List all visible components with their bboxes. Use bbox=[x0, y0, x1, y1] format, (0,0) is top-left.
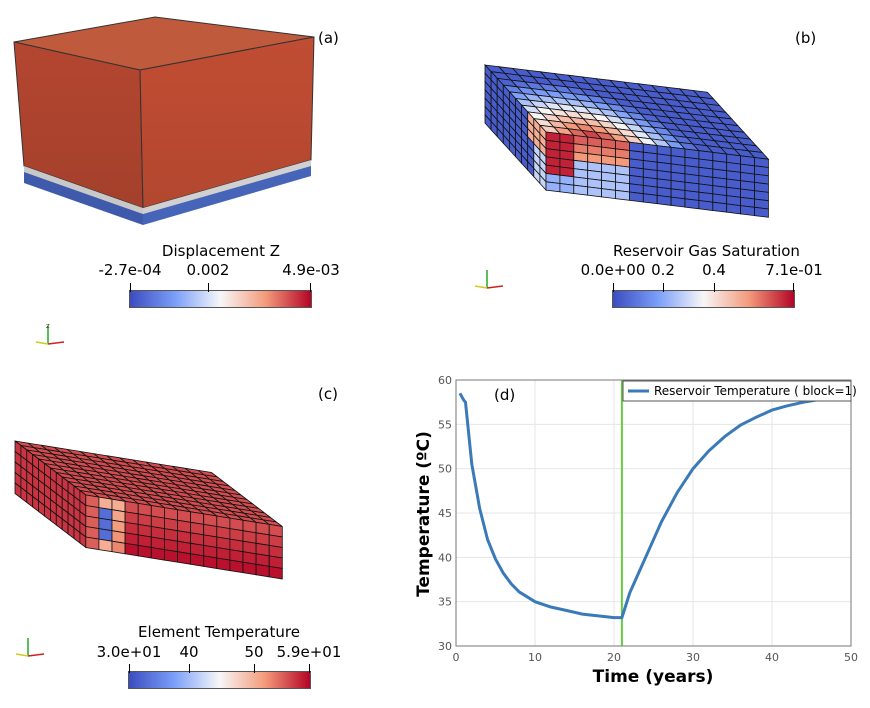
grid-cell bbox=[601, 188, 616, 200]
grid-cell bbox=[698, 200, 714, 211]
series-line bbox=[458, 392, 836, 620]
grid-cell bbox=[573, 184, 589, 196]
colorbar-title: Displacement Z bbox=[161, 242, 281, 260]
colorbar bbox=[128, 671, 311, 689]
grid-cell bbox=[85, 536, 100, 551]
colorbar-tick: 7.1e-01 bbox=[765, 261, 823, 279]
colorbar-tick: 0.0e+00 bbox=[580, 261, 646, 279]
axes-orientation-icon bbox=[15, 638, 45, 657]
panel-label: (c) bbox=[318, 385, 338, 403]
x-tick-label: 0 bbox=[453, 651, 460, 664]
grid-cell bbox=[150, 547, 165, 561]
colorbar-tick: 40 bbox=[179, 643, 199, 661]
grid-cell bbox=[559, 183, 575, 194]
grid-cell bbox=[111, 540, 126, 555]
panel-b: (b) Reservoir Gas Saturation 0.0e+00 0.2… bbox=[435, 0, 870, 354]
colorbar-tick: 3.0e+01 bbox=[96, 643, 162, 661]
gas-saturation-grid bbox=[483, 63, 770, 218]
grid-cell bbox=[740, 205, 755, 217]
panel-c: (c) Element Temperature 3.0e+01 40 50 5.… bbox=[0, 354, 435, 708]
svg-text:z: z bbox=[46, 322, 50, 330]
grid-cell bbox=[229, 559, 244, 574]
colorbar-tick: 0.002 bbox=[186, 261, 230, 279]
colorbar-title: Element Temperature bbox=[138, 623, 300, 641]
grid-cell bbox=[628, 191, 644, 203]
grid-cell bbox=[587, 186, 603, 198]
grid-cell bbox=[670, 196, 686, 208]
y-tick-label: 50 bbox=[438, 463, 452, 476]
colorbar-tick: 5.9e+01 bbox=[276, 643, 342, 661]
x-tick-label: 50 bbox=[844, 651, 858, 664]
grid-cell bbox=[684, 198, 700, 210]
axes-orientation-icon bbox=[474, 270, 504, 289]
colorbar bbox=[129, 290, 312, 308]
colorbar-tick: -2.7e-04 bbox=[98, 261, 162, 279]
y-tick-label: 60 bbox=[438, 374, 452, 387]
grid-cell bbox=[242, 561, 257, 576]
x-axis-label: Time (years) bbox=[593, 667, 714, 687]
colorbar-tick: 4.9e-03 bbox=[282, 261, 340, 279]
grid-cell bbox=[177, 551, 192, 565]
x-tick-label: 30 bbox=[686, 651, 700, 664]
grid-cell bbox=[268, 565, 283, 580]
y-tick-label: 55 bbox=[438, 418, 452, 431]
x-tick-label: 40 bbox=[765, 651, 779, 664]
colorbar-tick: 50 bbox=[244, 643, 264, 661]
element-temperature-grid bbox=[14, 440, 283, 580]
colorbar bbox=[612, 290, 795, 308]
legend: Reservoir Temperature ( block=1) bbox=[622, 380, 857, 402]
axes-orientation-icon: z bbox=[35, 322, 65, 345]
grid-cell bbox=[98, 538, 113, 553]
grid-cell bbox=[203, 555, 218, 569]
colorbar-tick: 0.4 bbox=[702, 261, 726, 279]
grid-cell bbox=[656, 194, 672, 206]
y-tick-label: 45 bbox=[438, 507, 452, 520]
grid-cell bbox=[124, 542, 139, 557]
grid-cell bbox=[255, 563, 270, 578]
panel-label: (d) bbox=[494, 386, 515, 404]
grid-cell bbox=[642, 193, 658, 205]
grid-cell bbox=[190, 553, 205, 567]
panel-label: (a) bbox=[318, 29, 339, 47]
x-tick-label: 10 bbox=[528, 651, 542, 664]
y-tick-label: 35 bbox=[438, 596, 452, 609]
grid-cell bbox=[137, 544, 152, 559]
displacement-cube bbox=[13, 16, 315, 225]
y-axis-label: Temperature (ºC) bbox=[414, 431, 434, 597]
grid-cell bbox=[726, 203, 742, 215]
y-tick-label: 40 bbox=[438, 551, 452, 564]
panel-label: (b) bbox=[795, 29, 817, 47]
grid-cell bbox=[163, 549, 178, 563]
grid-cell bbox=[754, 206, 769, 218]
grid-cell bbox=[216, 557, 231, 572]
colorbar-tick: 0.2 bbox=[651, 261, 675, 279]
temperature-chart: 0 10 20 30 40 50 30 35 40 45 50 55 60 (d) Time (yea… bbox=[414, 374, 858, 687]
colorbar-title: Reservoir Gas Saturation bbox=[613, 242, 800, 260]
grid-cell bbox=[545, 181, 561, 193]
legend-entry: Reservoir Temperature ( block=1) bbox=[654, 384, 857, 398]
grid-cell bbox=[712, 201, 728, 213]
grid-cell bbox=[615, 189, 630, 201]
y-tick-label: 30 bbox=[438, 640, 452, 653]
panel-a: (a) Displacement Z -2.7e-04 0.002 4.9e-0… bbox=[0, 0, 435, 354]
x-tick-label: 20 bbox=[607, 651, 621, 664]
